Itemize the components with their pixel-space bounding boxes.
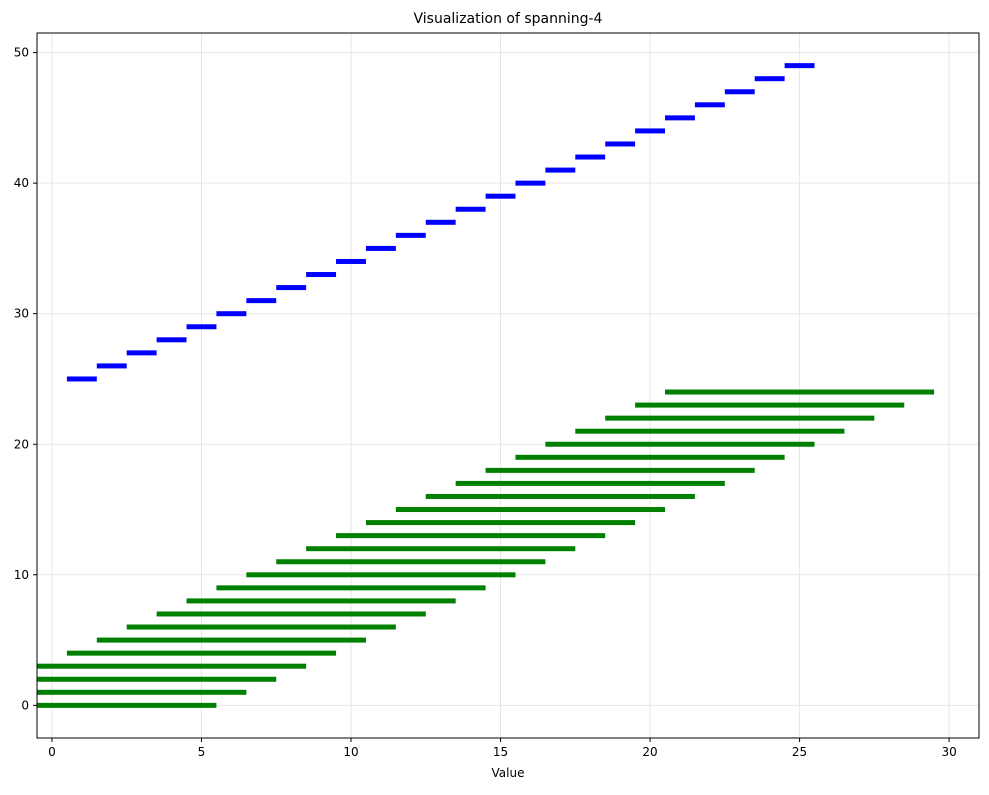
interval-bar <box>276 285 307 291</box>
y-tick-label: 0 <box>21 698 29 712</box>
interval-bar <box>485 467 755 473</box>
interval-bar <box>246 572 516 578</box>
interval-bar <box>336 258 366 264</box>
x-tick-label: 10 <box>343 745 358 759</box>
interval-bar <box>395 232 426 238</box>
y-tick-label: 10 <box>14 568 29 582</box>
interval-bar <box>186 324 217 330</box>
interval-bar <box>694 102 725 108</box>
interval-bar <box>37 663 307 669</box>
interval-bar <box>455 206 486 212</box>
bar-layer <box>37 63 935 708</box>
interval-bar <box>575 154 606 160</box>
interval-bar <box>216 585 486 591</box>
interval-bar <box>276 559 546 565</box>
interval-bar <box>395 507 665 513</box>
interval-bar <box>96 363 127 369</box>
interval-bar <box>665 115 695 121</box>
y-tick-label: 20 <box>14 437 29 451</box>
interval-bar <box>306 272 337 278</box>
plot-frame <box>36 32 980 739</box>
interval-bar <box>126 350 157 356</box>
interval-bar <box>605 415 875 421</box>
interval-bar <box>635 402 905 408</box>
interval-bar <box>186 598 456 604</box>
interval-bar <box>515 454 785 460</box>
interval-bar <box>365 245 396 251</box>
x-tick-label: 15 <box>493 745 508 759</box>
interval-bar <box>126 624 396 630</box>
interval-bar <box>635 128 665 134</box>
interval-bar <box>37 689 247 695</box>
x-tick-label: 20 <box>642 745 657 759</box>
interval-bar <box>724 89 755 95</box>
interval-bar <box>784 63 815 69</box>
interval-bar <box>425 219 456 225</box>
x-tick-label: 25 <box>792 745 807 759</box>
interval-bar <box>156 611 426 617</box>
interval-bar <box>66 376 97 382</box>
x-tick-label: 5 <box>198 745 206 759</box>
interval-bar <box>455 480 725 486</box>
interval-bar <box>156 337 187 343</box>
interval-bar <box>515 180 546 186</box>
interval-bar <box>545 441 815 447</box>
interval-bar <box>96 637 366 643</box>
grid-layer <box>37 33 979 738</box>
chart-title: Visualization of spanning-4 <box>414 11 603 27</box>
interval-bar <box>365 520 636 526</box>
interval-bar <box>665 389 935 395</box>
x-tick-label: 0 <box>48 745 56 759</box>
y-tick-label: 40 <box>14 176 29 190</box>
interval-bar <box>605 141 636 147</box>
interval-bar <box>754 76 785 82</box>
y-tick-label: 30 <box>14 307 29 321</box>
interval-bar <box>575 428 845 434</box>
x-tick-label: 30 <box>941 745 956 759</box>
interval-bar <box>545 167 576 173</box>
y-tick-label: 50 <box>14 46 29 60</box>
interval-bar <box>485 193 516 199</box>
interval-bar <box>246 298 277 304</box>
interval-bar <box>336 533 606 539</box>
interval-bar <box>425 493 695 499</box>
tick-layer: 0 5 10 15 20 25 30 0 10 20 30 40 50 <box>14 46 957 759</box>
x-axis-label: Value <box>492 766 525 780</box>
interval-bar <box>66 650 337 656</box>
interval-bar <box>306 546 576 552</box>
interval-bar <box>37 676 277 682</box>
interval-bar <box>216 311 247 317</box>
interval-bar <box>37 702 217 708</box>
